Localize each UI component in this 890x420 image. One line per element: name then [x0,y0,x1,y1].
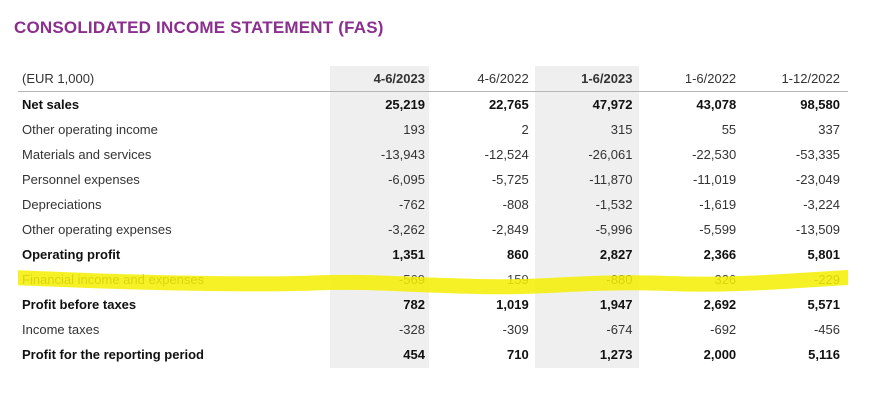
cell-value: -674 [606,322,633,337]
cell-value: 25,219 [385,97,425,112]
cell-value: 860 [507,247,529,262]
cell-value: 2,366 [703,247,737,262]
cell-value: 782 [403,297,425,312]
table-row: Other operating expenses -3,262 -2,849 -5,9… [18,217,848,242]
cell-value: 1,273 [599,347,633,362]
cell-value: -762 [398,197,425,212]
table-row: Profit before taxes 782 1,019 1,947 2,692 5,5… [18,292,848,317]
cell-value: 337 [818,122,840,137]
column-header: 1-12/2022 [744,66,848,92]
cell-value: -12,524 [484,147,529,162]
table-row: Operating profit 1,351 860 2,827 2,366 5,801 [18,242,848,267]
row-label: Income taxes [22,322,100,337]
cell-value: 47,972 [592,97,633,112]
cell-value: -880 [606,272,633,287]
table-row: Depreciations -762 -808 -1,532 -1,619 -3,224 [18,192,848,217]
row-label: Profit before taxes [22,297,137,312]
cell-value: -808 [502,197,529,212]
cell-value: 22,765 [488,97,529,112]
table-row: Financial income and expenses -569 159 -880… [18,267,848,292]
cell-value: -229 [813,272,840,287]
table-row: Profit for the reporting period 454 710 1,2… [18,342,848,367]
cell-value: -309 [502,322,529,337]
cell-value: 2 [521,122,529,137]
cell-value: 5,801 [807,247,840,262]
cell-value: -11,019 [693,172,737,187]
cell-value: -26,061 [588,147,633,162]
cell-value: 5,116 [808,347,840,362]
row-label: Depreciations [22,197,102,212]
page-title: CONSOLIDATED INCOME STATEMENT (FAS) [14,18,384,37]
cell-value: 1,947 [599,297,633,312]
cell-value: -13,943 [380,147,425,162]
column-shade-1-6-2023 [535,66,639,368]
cell-value: 2,692 [703,297,737,312]
cell-value: 5,571 [807,297,840,312]
row-label: Other operating income [22,122,158,137]
cell-value: -2,849 [491,222,529,237]
row-label: Other operating expenses [22,222,172,237]
cell-value: -11,870 [589,172,633,187]
table-row: Personnel expenses -6,095 -5,725 -11,870 -11… [18,167,848,192]
cell-value: 2,827 [599,247,633,262]
cell-value: 159 [507,272,529,287]
row-label: Financial income and expenses [22,272,205,287]
cell-value: -569 [398,272,425,287]
table-row: Income taxes -328 -309 -674 -692 -456 [18,317,848,342]
cell-value: 193 [403,122,425,137]
header-row: (EUR 1,000) 4-6/2023 4-6/2022 1-6/2023 1… [18,66,848,92]
row-label: Net sales [22,97,80,112]
cell-value: 98,580 [800,97,840,112]
cell-value: 1,019 [496,297,529,312]
column-header: 1-6/2022 [640,66,745,92]
cell-value: 454 [403,347,425,362]
cell-value: -13,509 [795,222,840,237]
cell-value: -5,599 [699,222,737,237]
cell-value: -23,049 [795,172,840,187]
cell-value: -692 [710,322,737,337]
column-header: 1-6/2023 [536,66,641,92]
cell-value: -1,532 [595,197,633,212]
cell-value: -3,262 [388,222,425,237]
cell-value: 55 [721,122,737,137]
income-statement-table-wrap: (EUR 1,000) 4-6/2023 4-6/2022 1-6/2023 1… [18,66,848,368]
row-label: Profit for the reporting period [22,347,204,362]
table-row: Materials and services -13,943 -12,524 -26,… [18,142,848,167]
cell-value: -5,725 [491,172,529,187]
cell-value: 315 [610,122,633,137]
cell-value: -22,530 [692,147,737,162]
column-header: 4-6/2022 [432,66,537,92]
cell-value: -1,619 [699,197,737,212]
cell-value: 326 [714,272,737,287]
cell-value: 43,078 [696,97,737,112]
cell-value: -5,996 [595,222,633,237]
cell-value: 2,000 [703,347,737,362]
column-shade-4-6-2023 [330,66,429,368]
column-header: 4-6/2023 [329,66,433,92]
cell-value: 1,351 [392,247,425,262]
row-label: Personnel expenses [22,172,140,187]
table-row: Net sales 25,219 22,765 47,972 43,078 98,580 [18,92,848,118]
row-label: Operating profit [22,247,121,262]
row-label: Materials and services [22,147,152,162]
income-statement-table: (EUR 1,000) 4-6/2023 4-6/2022 1-6/2023 1… [18,66,848,367]
table-row: Other operating income 193 2 315 55 337 [18,117,848,142]
unit-label: (EUR 1,000) [18,66,330,92]
cell-value: -6,095 [388,172,425,187]
cell-value: 710 [507,347,529,362]
cell-value: -328 [398,322,425,337]
cell-value: -456 [813,322,840,337]
cell-value: -3,224 [803,197,840,212]
cell-value: -53,335 [795,147,840,162]
